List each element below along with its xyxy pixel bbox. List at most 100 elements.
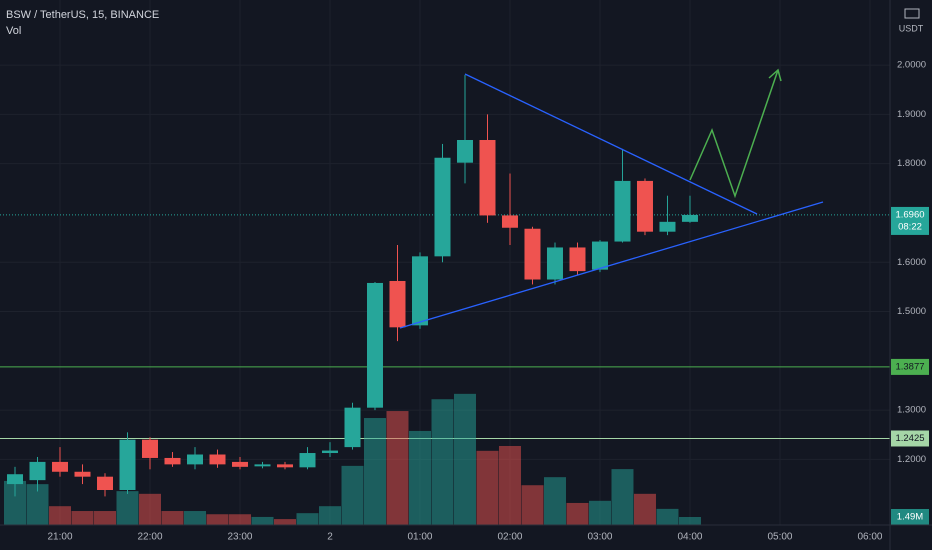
price-tag <box>891 358 929 375</box>
candle-body <box>479 140 496 216</box>
candle-body <box>231 461 248 467</box>
y-tick-label: 1.2000 <box>897 454 926 465</box>
volume-bar <box>453 393 476 525</box>
candle-body <box>52 461 69 472</box>
x-tick-label: 03:00 <box>587 532 612 543</box>
settings-icon[interactable] <box>904 8 920 19</box>
last-price-tag <box>891 206 929 235</box>
volume-bar <box>498 445 521 525</box>
volume-bar <box>588 500 611 525</box>
volume-bar <box>94 511 117 525</box>
price-axis: 1.2000 1.3000 1.5000 1.6000 1.8000 1.9000 2.00… <box>47 60 929 543</box>
price-tag <box>891 430 929 447</box>
volume-bar <box>318 506 341 525</box>
candle-body <box>74 471 91 477</box>
volume-title: Vol <box>6 25 21 37</box>
x-tick-label: 05:00 <box>767 532 792 543</box>
volume-bar <box>161 511 184 525</box>
drawings <box>399 68 824 329</box>
x-tick-label: 2 <box>327 532 333 543</box>
candle-body <box>456 140 473 163</box>
candle-body <box>97 476 114 490</box>
candle-body <box>7 474 24 485</box>
volume-bar <box>206 514 229 525</box>
volume-bar <box>341 465 364 525</box>
candle-body <box>434 157 451 257</box>
volume-bar <box>49 506 72 525</box>
volume-bar <box>4 480 27 525</box>
y-tick-label: 2.0000 <box>897 60 926 71</box>
x-tick-label: 21:00 <box>47 532 72 543</box>
candle-body <box>29 461 46 481</box>
countdown-label: 08:22 <box>898 221 922 232</box>
chart-title: BSW / TetherUS, 15, BINANCE <box>6 9 159 21</box>
volume-bar <box>408 430 431 525</box>
candle-body <box>636 180 653 232</box>
volume-bar <box>476 450 499 525</box>
volume-bar <box>678 516 701 525</box>
x-tick-label: 23:00 <box>227 532 252 543</box>
candle-body <box>344 407 361 448</box>
candle-body <box>524 228 541 280</box>
x-tick-label: 04:00 <box>677 532 702 543</box>
arrow-head <box>768 68 782 82</box>
candle-body <box>187 454 204 465</box>
x-tick-label: 02:00 <box>497 532 522 543</box>
volume-bar <box>521 485 544 525</box>
candle-body <box>411 256 428 326</box>
volume-bar <box>363 418 386 525</box>
volume-tag-label: 1.49M <box>897 512 923 523</box>
volume-bar <box>251 516 274 525</box>
candle-body <box>389 280 406 328</box>
volume-bar <box>543 477 566 525</box>
candle-body <box>546 247 563 280</box>
y-tick-label: 1.9000 <box>897 109 926 120</box>
candle-body <box>659 221 676 232</box>
volume-tag <box>891 508 929 525</box>
candle-body <box>569 247 586 272</box>
candle-body <box>681 214 698 222</box>
volume-bar <box>566 502 589 525</box>
candle-body <box>299 453 316 468</box>
candle-body <box>254 464 271 467</box>
trendline <box>399 201 824 329</box>
x-tick-label: 22:00 <box>137 532 162 543</box>
candle-body <box>366 282 383 408</box>
volume-bar <box>656 508 679 525</box>
grid <box>0 0 890 525</box>
x-tick-label: 01:00 <box>407 532 432 543</box>
candle-body <box>591 241 608 270</box>
volume-bar <box>184 511 207 525</box>
trendline <box>464 73 758 215</box>
currency-label: USDT <box>899 23 924 33</box>
volume-bar <box>139 493 162 525</box>
price-tag-label: 1.3877 <box>895 361 924 372</box>
volume-bar <box>431 399 454 525</box>
candle-body <box>276 464 293 468</box>
volume-bar <box>386 411 409 525</box>
candle-body <box>321 450 338 454</box>
y-tick-label: 1.8000 <box>897 158 926 169</box>
candle-body <box>119 439 136 490</box>
volume-bar <box>611 469 634 525</box>
x-tick-label: 06:00 <box>857 532 882 543</box>
volume-bar <box>273 519 296 525</box>
candle-body <box>164 457 181 465</box>
price-tag-label: 1.2425 <box>895 433 924 444</box>
volume-bar <box>228 514 251 525</box>
y-tick-label: 1.5000 <box>897 306 926 317</box>
volume-pane <box>4 393 701 525</box>
candle-body <box>501 215 518 228</box>
projection-arrow <box>689 69 779 199</box>
volume-bar <box>71 511 94 525</box>
last-price-label: 1.6960 <box>895 209 924 220</box>
volume-bar <box>116 491 139 525</box>
candle-body <box>142 439 159 458</box>
volume-bar <box>26 484 49 525</box>
candles <box>7 74 698 497</box>
candle-body <box>614 180 631 242</box>
candle-body <box>209 454 226 465</box>
volume-bar <box>633 493 656 525</box>
